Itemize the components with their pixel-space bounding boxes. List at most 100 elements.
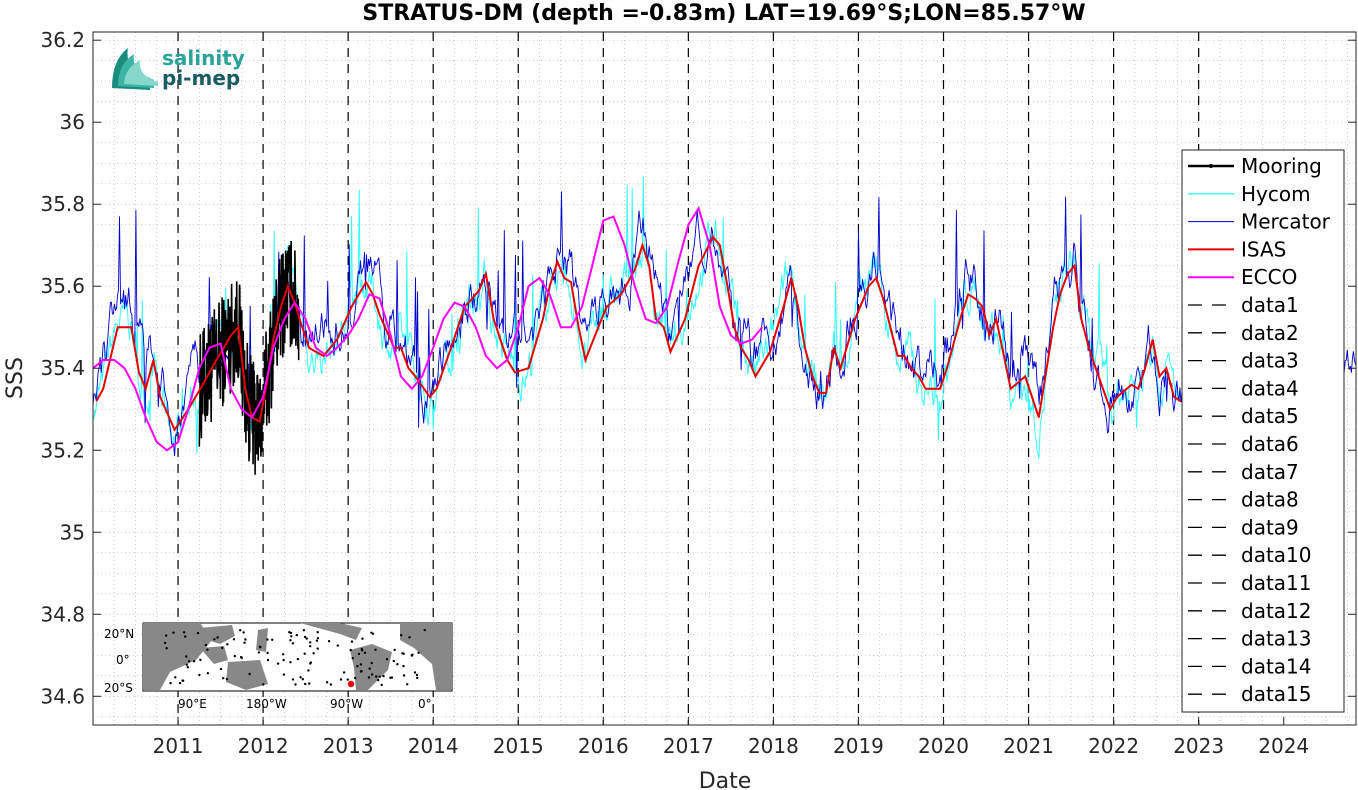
salinity-pimep-logo: salinity pi-mep — [112, 46, 245, 90]
inset-dot — [327, 640, 331, 643]
inset-dot — [225, 677, 229, 681]
inset-dot — [240, 655, 243, 659]
y-tick-label: 34.6 — [40, 684, 85, 708]
inset-dot — [423, 628, 426, 632]
inset-dot — [351, 657, 354, 660]
inset-dot — [187, 660, 191, 663]
y-tick-label: 35.2 — [40, 438, 85, 462]
inset-dot — [290, 635, 293, 638]
inset-dot — [354, 676, 357, 680]
inset-dot — [185, 655, 188, 658]
inset-dot — [415, 673, 419, 677]
inset-dot — [402, 664, 405, 668]
inset-dot — [302, 629, 306, 632]
legend-label-data8: data8 — [1241, 488, 1299, 512]
inset-dot — [165, 647, 168, 650]
inset-dot — [219, 667, 223, 671]
station-marker — [347, 680, 355, 688]
y-tick-label: 35 — [60, 520, 85, 544]
inset-dot — [282, 673, 286, 676]
inset-dot — [342, 671, 346, 674]
inset-dot — [288, 631, 291, 634]
y-tick-label: 36.2 — [40, 28, 85, 52]
inset-dot — [374, 648, 377, 651]
wave-logo-icon — [112, 48, 158, 90]
inset-dot — [378, 675, 381, 678]
inset-dot — [316, 647, 319, 650]
inset-dot — [406, 683, 409, 686]
inset-dot — [350, 640, 354, 643]
legend-box — [1181, 149, 1345, 713]
inset-dot — [266, 658, 270, 662]
x-tick-label: 2017 — [663, 734, 714, 758]
y-tick-label: 35.4 — [40, 356, 85, 380]
legend-label-data7: data7 — [1241, 460, 1299, 484]
inset-lon-90e: 90°E — [178, 697, 207, 711]
inset-dot — [196, 631, 200, 635]
x-tick-label: 2012 — [238, 734, 289, 758]
inset-dot — [396, 663, 399, 666]
inset-dot — [368, 667, 371, 670]
y-tick-label: 34.8 — [40, 602, 85, 626]
logo-line-2: pi-mep — [162, 66, 240, 90]
inset-dot — [163, 641, 167, 645]
inset-dot — [169, 681, 172, 685]
legend-label-data3: data3 — [1241, 349, 1299, 373]
inset-dot — [339, 678, 343, 681]
inset-dot — [359, 670, 363, 673]
inset-dot — [411, 653, 414, 656]
inset-dot — [382, 674, 385, 678]
inset-dot — [232, 638, 236, 641]
x-tick-label: 2023 — [1173, 734, 1224, 758]
inset-lat-20n: 20°N — [104, 627, 134, 641]
inset-dot — [309, 641, 312, 644]
legend-label-data12: data12 — [1241, 599, 1312, 623]
inset-dot — [370, 673, 374, 676]
inset-dot — [289, 639, 292, 642]
inset-dot — [242, 631, 245, 634]
x-tick-label: 2020 — [918, 734, 969, 758]
series-layer — [92, 176, 1356, 475]
inset-dot — [316, 631, 319, 634]
inset-dot — [307, 669, 310, 672]
inset-dot — [303, 635, 307, 639]
inset-dot — [174, 676, 177, 679]
legend-label-data11: data11 — [1241, 571, 1312, 595]
y-tick-label: 35.6 — [40, 274, 85, 298]
inset-dot — [309, 645, 312, 648]
inset-dot — [184, 635, 187, 638]
legend-marker-Mooring — [1209, 164, 1213, 168]
inset-lon-0: 0° — [418, 697, 432, 711]
inset-lat-0: 0° — [116, 653, 130, 667]
inset-dot — [185, 663, 188, 666]
legend-label-data14: data14 — [1241, 654, 1312, 678]
inset-dot — [266, 638, 269, 641]
x-tick-label: 2016 — [578, 734, 629, 758]
x-tick-label: 2013 — [323, 734, 374, 758]
inset-dot — [329, 683, 333, 686]
legend-label-data9: data9 — [1241, 515, 1299, 539]
y-tick-label: 36 — [60, 110, 85, 134]
inset-dot — [304, 682, 307, 686]
legend-label-data15: data15 — [1241, 682, 1312, 706]
inset-dot — [186, 666, 189, 669]
x-tick-label: 2018 — [748, 734, 799, 758]
axes: 34.6 34.8 35 35.2 35.4 35.6 35.8 36 36.2 2011 2012… — [40, 28, 1357, 758]
inset-dot — [303, 652, 306, 655]
inset-dot — [389, 676, 392, 679]
x-tick-label: 2011 — [153, 734, 204, 758]
plot-area — [93, 32, 1356, 725]
inset-dot — [402, 674, 406, 677]
inset-dot — [289, 661, 292, 664]
inset-dot — [262, 683, 265, 686]
inset-dot — [377, 679, 380, 682]
inset-dot — [359, 663, 363, 666]
inset-dot — [192, 660, 196, 663]
inset-lat-20s: 20°S — [104, 681, 133, 695]
inset-dot — [282, 653, 285, 656]
legend-label-ECCO: ECCO — [1241, 265, 1297, 289]
inset-mooring-dots — [163, 628, 426, 687]
inset-dot — [392, 659, 395, 663]
inset-dot — [294, 683, 297, 686]
inset-dot — [282, 658, 285, 662]
